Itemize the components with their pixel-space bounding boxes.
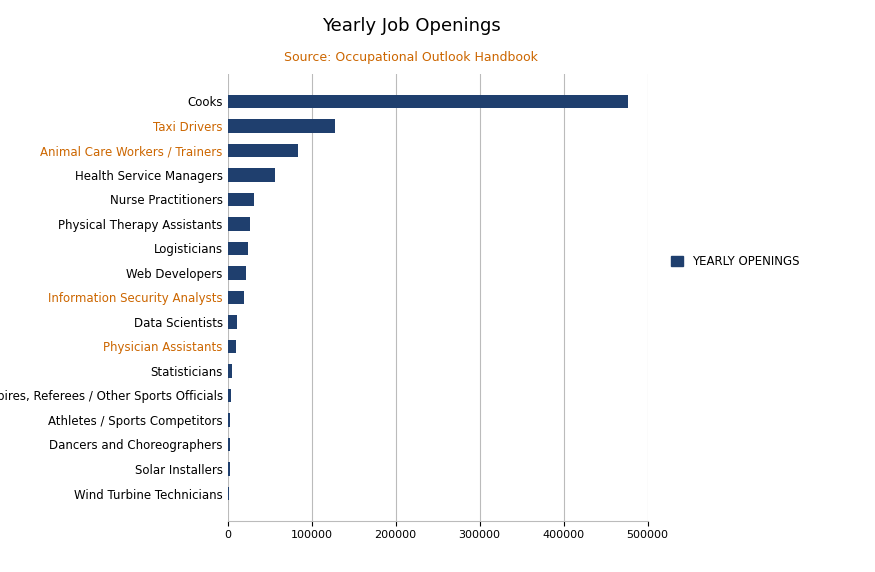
Bar (228, 462, 230, 476)
Bar (228, 119, 335, 133)
Bar (228, 217, 250, 231)
Text: Yearly Job Openings: Yearly Job Openings (322, 17, 500, 35)
Bar (228, 168, 275, 182)
Text: Source: Occupational Outlook Handbook: Source: Occupational Outlook Handbook (284, 51, 538, 65)
Bar (228, 266, 246, 280)
Bar (228, 438, 230, 451)
Bar (228, 389, 231, 402)
Bar (228, 94, 628, 108)
Bar (228, 364, 232, 378)
Legend: YEARLY OPENINGS: YEARLY OPENINGS (666, 251, 804, 273)
Bar (228, 291, 244, 304)
Bar (228, 340, 236, 353)
Bar (228, 144, 298, 157)
Bar (228, 315, 237, 329)
Bar (228, 193, 254, 206)
Bar (228, 487, 229, 500)
Bar (228, 413, 230, 427)
Bar (228, 242, 248, 255)
